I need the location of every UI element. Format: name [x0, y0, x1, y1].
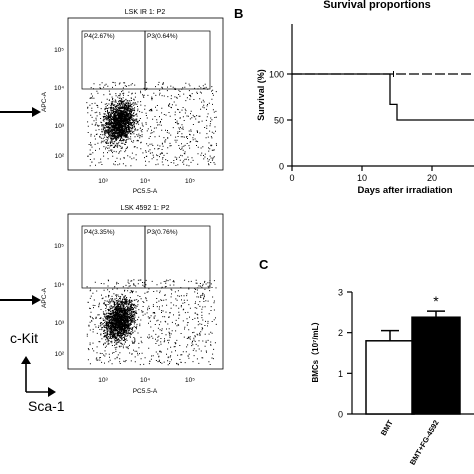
flow-top-xlabel: PC5.5-A	[133, 188, 158, 195]
flow-bottom-xtick-0: 10³	[98, 377, 108, 384]
panel-b-y-ticks: 0 50 100	[269, 70, 292, 172]
panel-c-ytick-label: 2	[338, 328, 343, 338]
panel-b: B Survival proportions 0 50 100 0 10 20 Surv…	[234, 0, 474, 196]
bar-2	[411, 316, 461, 415]
arrow-bottom-head	[32, 295, 41, 305]
flow-bottom-ytick-0: 10⁵	[54, 243, 64, 250]
axis-legend-right-arrowhead	[48, 387, 56, 397]
flow-bottom-ylabel: APC-A	[41, 287, 48, 308]
axis-legend: c-Kit Sca-1	[10, 330, 65, 414]
axis-legend-ckit: c-Kit	[10, 330, 38, 346]
flow-top-ytick-1: 10⁴	[54, 85, 64, 92]
flow-top-xtick-1: 10⁴	[140, 178, 150, 185]
flow-bottom-frame	[67, 213, 224, 370]
panel-b-series	[292, 71, 474, 121]
panel-b-ytick-label: 0	[279, 162, 284, 172]
panel-c-letter: C	[259, 257, 269, 272]
flow-bottom-ytick-1: 10⁴	[54, 282, 64, 289]
significance-star: *	[433, 293, 439, 309]
gate-p3-bottom	[144, 225, 211, 289]
gate-p4-top-label: P4(2.67%)	[84, 33, 115, 40]
flow-bottom-xtick-1: 10⁴	[140, 377, 150, 384]
axis-legend-up-arrowhead	[21, 356, 31, 364]
panel-b-xtick-label: 20	[427, 173, 437, 183]
bar-1	[365, 340, 415, 415]
panel-b-title: Survival proportions	[323, 0, 431, 11]
bar-2-category-label: BMT+FG-4592	[408, 419, 441, 467]
panel-c-ytick-label: 3	[338, 288, 343, 298]
panel-c-ytick-label: 1	[338, 369, 343, 379]
panel-b-letter: B	[234, 6, 243, 21]
flow-plot-top: LSK IR 1: P2 P4(2.67%) P3(0.64%) APC-A P…	[0, 9, 224, 195]
gate-p3-top-label: P3(0.64%)	[147, 33, 178, 40]
panel-c-ylabel: BMCs（10⁷/mL）	[310, 317, 320, 382]
flow-top-frame	[67, 17, 224, 171]
flow-top-ytick-3: 10²	[55, 153, 65, 160]
gate-p3-bottom-label: P3(0.76%)	[147, 229, 178, 236]
flow-top-ytick-0: 10⁵	[54, 47, 64, 54]
panel-b-ylabel: Survival (%)	[256, 69, 266, 121]
flow-bottom-ytick-3: 10²	[55, 351, 65, 358]
flow-top-xtick-2: 10⁵	[185, 178, 195, 185]
panel-c-bars: BMT BMT+FG-4592 *	[365, 293, 461, 467]
flow-bottom-dots	[86, 279, 217, 366]
flow-top-ylabel: APC-A	[41, 91, 48, 112]
panel-c-y-ticks: 0 1 2 3	[338, 288, 352, 420]
scatter-events	[86, 81, 217, 167]
panel-b-series-line-2	[292, 73, 474, 121]
panel-c-ytick-label: 0	[338, 410, 343, 420]
panel-b-xtick-label: 10	[357, 173, 367, 183]
panel-b-xtick-label: 0	[289, 173, 294, 183]
panel-b-xlabel: Days after irradiation	[357, 185, 452, 196]
axis-legend-sca1: Sca-1	[28, 398, 65, 414]
gate-p3-top	[144, 30, 211, 90]
flow-bottom-title: LSK 4592 1: P2	[120, 205, 169, 212]
flow-bottom-xlabel: PC5.5-A	[133, 388, 158, 395]
panel-b-x-ticks: 0 10 20	[289, 166, 437, 183]
gate-p4-bottom-label: P4(3.35%)	[84, 229, 115, 236]
panel-c: C 0 1 2 3 BMT BMT+FG-4592 * BMCs（10⁷/mL）	[259, 257, 474, 467]
flow-bottom-xtick-2: 10⁵	[185, 377, 195, 384]
bar-1-category-label: BMT	[379, 418, 395, 437]
panel-b-ytick-label: 50	[274, 116, 284, 126]
panel-b-ytick-label: 100	[269, 70, 284, 80]
arrow-top-head	[32, 107, 41, 117]
flow-top-title: LSK IR 1: P2	[125, 9, 166, 16]
flow-top-ytick-2: 10³	[55, 123, 65, 130]
flow-top-xtick-0: 10³	[98, 178, 108, 185]
scatter-events	[86, 279, 217, 366]
flow-plot-bottom: LSK 4592 1: P2 P4(3.35%) P3(0.76%) APC-A…	[0, 205, 224, 395]
flow-bottom-ytick-2: 10³	[55, 320, 65, 327]
flow-top-dots	[86, 81, 217, 167]
